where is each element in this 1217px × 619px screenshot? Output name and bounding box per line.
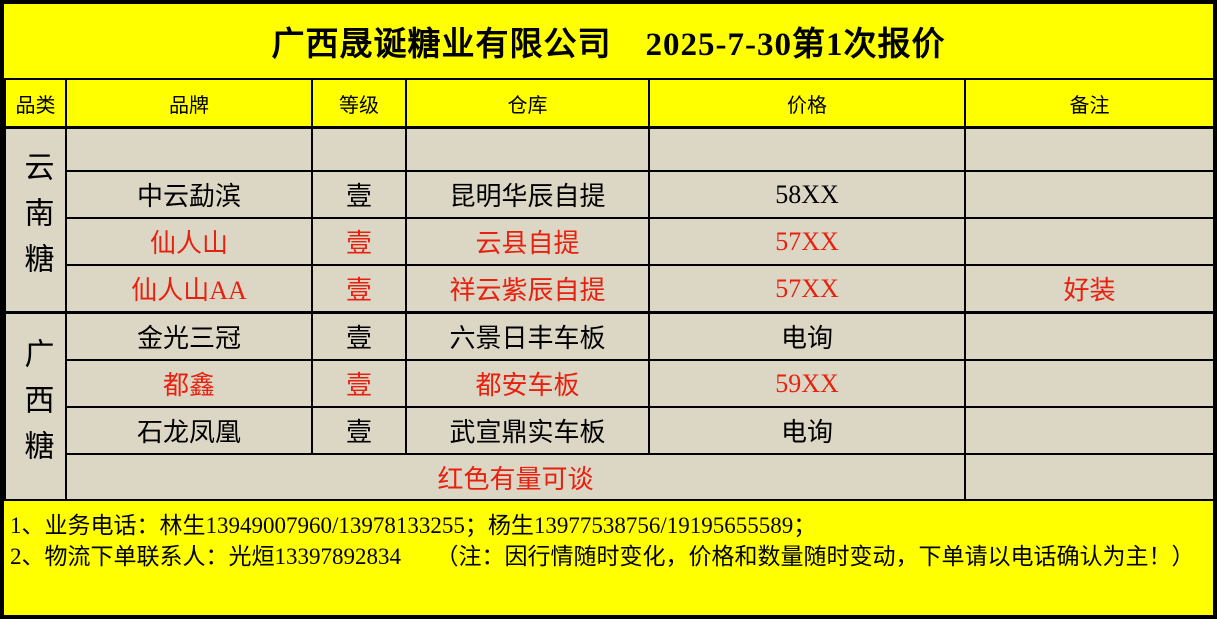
header-cell-grade: 等级 <box>311 78 407 129</box>
brand-cell <box>65 126 313 172</box>
warehouse-cell: 六景日丰车板 <box>405 311 650 361</box>
header-cell-price: 价格 <box>648 78 966 129</box>
grade-cell: 壹 <box>311 311 407 361</box>
brand-cell: 金光三冠 <box>65 311 313 361</box>
remark-cell <box>964 406 1215 455</box>
remark-cell <box>964 217 1215 266</box>
page-title: 广西晟诞糖业有限公司 2025-7-30第1次报价 <box>271 27 946 63</box>
note-cell: 红色有量可谈 <box>65 453 966 501</box>
table-row: 中云勐滨 壹 昆明华辰自提 58XX <box>5 170 1215 219</box>
grade-cell <box>311 126 407 172</box>
category-cell-yunnan: 云南糖 <box>4 126 67 314</box>
brand-cell: 中云勐滨 <box>65 170 313 219</box>
price-table: 品类 品牌 等级 仓库 价格 备注 云南糖 中云勐滨 壹 昆明华辰自提 58XX… <box>4 78 1215 501</box>
price-cell: 57XX <box>648 264 966 314</box>
warehouse-cell: 祥云紫辰自提 <box>405 264 650 314</box>
warehouse-cell: 昆明华辰自提 <box>405 170 650 219</box>
price-cell: 59XX <box>648 359 966 408</box>
warehouse-cell: 云县自提 <box>405 217 650 266</box>
note-row: 红色有量可谈 <box>5 453 1215 501</box>
header-cell-brand: 品牌 <box>65 78 313 129</box>
price-cell: 电询 <box>648 311 966 361</box>
remark-cell <box>964 126 1215 172</box>
footer-line-2: 2、物流下单联系人：光烜13397892834 （注：因行情随时变化，价格和数量… <box>10 544 1195 569</box>
grade-cell: 壹 <box>311 217 407 266</box>
remark-cell <box>964 359 1215 408</box>
brand-cell: 仙人山AA <box>65 264 313 314</box>
table-row: 仙人山 壹 云县自提 57XX <box>5 217 1215 266</box>
remark-cell <box>964 170 1215 219</box>
grade-cell: 壹 <box>311 406 407 455</box>
category-cell-guangxi: 广西糖 <box>4 311 67 501</box>
price-cell <box>648 126 966 172</box>
price-cell: 电询 <box>648 406 966 455</box>
table-row: 仙人山AA 壹 祥云紫辰自提 57XX 好装 <box>5 264 1215 314</box>
footer-line-1: 1、业务电话：林生13949007960/13978133255；杨生13977… <box>10 513 817 538</box>
remark-cell: 好装 <box>964 264 1215 314</box>
warehouse-cell: 都安车板 <box>405 359 650 408</box>
header-cell-category: 品类 <box>4 78 67 129</box>
header-cell-remark: 备注 <box>964 78 1215 129</box>
table-row: 云南糖 <box>4 126 1215 314</box>
footer: 1、业务电话：林生13949007960/13978133255；杨生13977… <box>4 501 1213 572</box>
brand-cell: 石龙凤凰 <box>65 406 313 455</box>
table-row: 石龙凤凰 壹 武宣鼎实车板 电询 <box>5 406 1215 455</box>
remark-cell <box>964 311 1215 361</box>
warehouse-cell: 武宣鼎实车板 <box>405 406 650 455</box>
grade-cell: 壹 <box>311 264 407 314</box>
header-cell-warehouse: 仓库 <box>405 78 650 129</box>
brand-cell: 都鑫 <box>65 359 313 408</box>
grade-cell: 壹 <box>311 359 407 408</box>
brand-cell: 仙人山 <box>65 217 313 266</box>
table-row: 都鑫 壹 都安车板 59XX <box>5 359 1215 408</box>
warehouse-cell <box>405 126 650 172</box>
grade-cell: 壹 <box>311 170 407 219</box>
price-cell: 58XX <box>648 170 966 219</box>
remark-cell <box>964 453 1215 501</box>
price-cell: 57XX <box>648 217 966 266</box>
table-row: 广西糖 金光三冠 壹 六景日丰车板 电询 <box>4 311 1215 501</box>
table-header-row: 品类 品牌 等级 仓库 价格 备注 <box>4 78 1215 129</box>
